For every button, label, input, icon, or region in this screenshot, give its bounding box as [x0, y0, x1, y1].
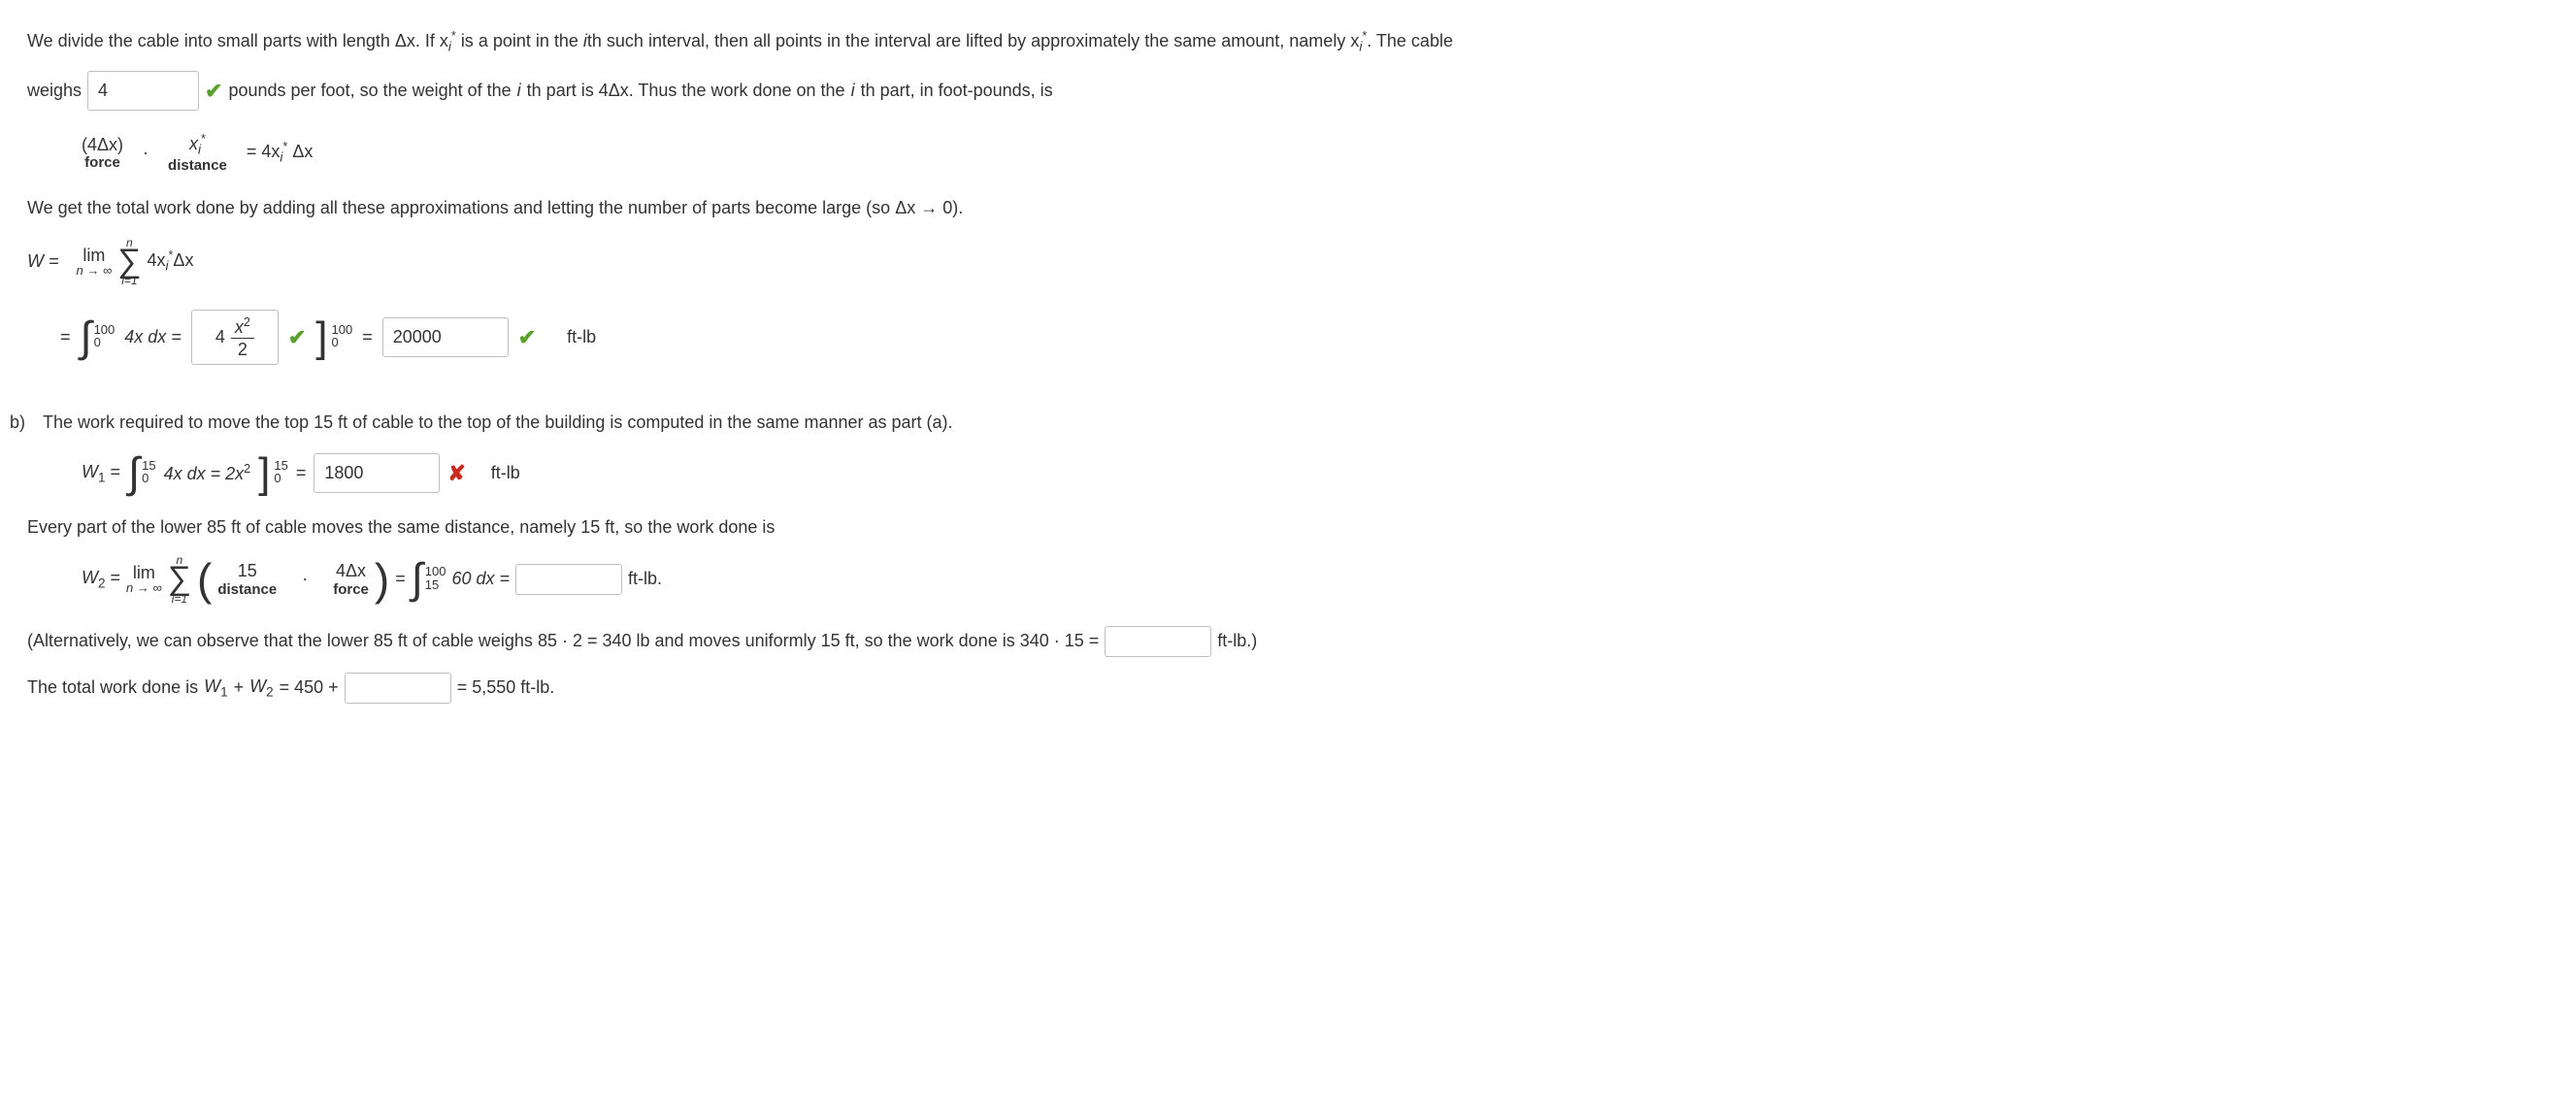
- check-icon: ✔: [205, 75, 222, 107]
- text: (Alternatively, we can observe that the …: [27, 628, 1099, 654]
- integral-symbol: ∫ 10015: [412, 562, 446, 596]
- text: pounds per foot, so the weight of the: [228, 78, 511, 104]
- text: = 450 +: [280, 675, 339, 701]
- eq: =: [60, 324, 71, 350]
- eq: =: [362, 324, 373, 350]
- w1: W1: [204, 674, 228, 703]
- integrand: 4x dx =: [124, 324, 182, 350]
- text: = 4xi* Δx: [247, 138, 313, 168]
- body: 4x dx = 2x2: [164, 460, 251, 487]
- text: . The cable: [1367, 31, 1453, 50]
- label: force: [84, 154, 120, 171]
- sum-symbol: n ∑ i=1: [168, 554, 191, 604]
- w1: W1 =: [82, 459, 120, 488]
- body: 60 dx =: [452, 566, 511, 592]
- limit-symbol: lim n → ∞: [77, 247, 113, 277]
- force-distance-eq: (4Δx) force · xi* distance = 4xi* Δx: [82, 132, 2549, 174]
- integral-row: = ∫ 1000 4x dx = 4 x2 2 ✔ ] 1000 = 20000…: [60, 310, 2549, 365]
- result-input[interactable]: 20000: [382, 317, 509, 357]
- label: b): [10, 410, 25, 436]
- paren-open: (: [197, 562, 212, 598]
- sum-explain: We get the total work done by adding all…: [27, 195, 2549, 221]
- intro-paragraph: We divide the cable into small parts wit…: [27, 27, 2549, 57]
- cross-icon: ✘: [447, 457, 465, 489]
- distance-stack: 15 distance: [217, 561, 277, 598]
- summand: 4xi*Δx: [148, 247, 194, 277]
- xi: xi*: [189, 132, 206, 157]
- w2: W2: [249, 674, 274, 703]
- sum-symbol: n ∑ i=1: [117, 237, 141, 286]
- unit: ft-lb: [491, 460, 520, 486]
- w2-input[interactable]: [515, 564, 622, 595]
- text: We divide the cable into small parts wit…: [27, 31, 448, 50]
- weight-row: weighs 4 ✔ pounds per foot, so the weigh…: [27, 71, 2549, 111]
- dot: ·: [143, 140, 149, 166]
- plus: +: [234, 675, 245, 701]
- weight-input[interactable]: 4: [87, 71, 199, 111]
- unit: ft-lb.: [628, 566, 662, 592]
- total-input[interactable]: [345, 673, 451, 704]
- part-b-heading: b) The work required to move the top 15 …: [10, 410, 2549, 436]
- unit: ft-lb: [567, 324, 596, 350]
- fraction: x2 2: [231, 316, 254, 358]
- text: = 5,550 ft-lb.: [457, 675, 555, 701]
- limit-symbol: lim n → ∞: [126, 564, 162, 594]
- distance-stack: xi* distance: [168, 132, 227, 174]
- i: i: [517, 78, 521, 104]
- check-icon: ✔: [288, 321, 306, 353]
- total-row: The total work done is W1 + W2 = 450 + =…: [27, 673, 2549, 704]
- text: The total work done is: [27, 675, 198, 701]
- w1-row: W1 = ∫ 150 4x dx = 2x2 ] 150 = 1800 ✘ ft…: [82, 453, 2549, 493]
- text: th such interval, then all points in the…: [587, 31, 1359, 50]
- force-stack: 4Δx force: [333, 561, 369, 598]
- force-stack: (4Δx) force: [82, 135, 123, 172]
- star: *: [451, 29, 456, 43]
- text: is a point in the: [461, 31, 583, 50]
- alt-row: (Alternatively, we can observe that the …: [27, 626, 2549, 657]
- w1-input[interactable]: 1800: [314, 453, 440, 493]
- text: ft-lb.): [1217, 628, 1257, 654]
- alt-input[interactable]: [1105, 626, 1211, 657]
- text: (4Δx): [82, 135, 123, 155]
- eval-bracket: ] 1000: [315, 320, 352, 354]
- eq: =: [395, 566, 406, 592]
- text: The work required to move the top 15 ft …: [43, 410, 953, 436]
- text: th part is 4Δx. Thus the work done on th…: [527, 78, 845, 104]
- dot: ·: [302, 566, 308, 592]
- text: th part, in foot-pounds, is: [861, 78, 1053, 104]
- W: W =: [27, 248, 59, 275]
- text: weighs: [27, 78, 82, 104]
- w2-row: W2 = lim n → ∞ n ∑ i=1 ( 15 distance · 4…: [82, 554, 2549, 604]
- w-sum-row: W = lim n → ∞ n ∑ i=1 4xi*Δx: [27, 237, 2549, 286]
- integral-symbol: ∫ 1000: [81, 320, 116, 354]
- paren-close: ): [375, 562, 389, 598]
- label: distance: [168, 157, 227, 174]
- check-icon: ✔: [518, 321, 536, 353]
- i: i: [851, 78, 855, 104]
- integral-symbol: ∫ 150: [128, 456, 156, 490]
- eq: =: [296, 460, 307, 486]
- antiderivative-input[interactable]: 4 x2 2: [191, 310, 279, 365]
- lower-cable-text: Every part of the lower 85 ft of cable m…: [27, 514, 2549, 541]
- eval-bracket: ] 150: [258, 456, 288, 490]
- w2: W2 =: [82, 565, 120, 594]
